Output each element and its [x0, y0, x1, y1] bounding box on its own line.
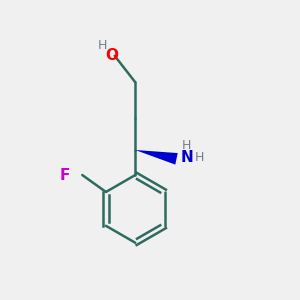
Text: N: N: [180, 150, 193, 165]
Text: H: H: [182, 139, 191, 152]
Text: H: H: [195, 151, 204, 164]
Text: O: O: [105, 48, 118, 63]
Text: F: F: [59, 167, 70, 182]
Text: H: H: [98, 39, 108, 52]
Polygon shape: [135, 150, 178, 165]
